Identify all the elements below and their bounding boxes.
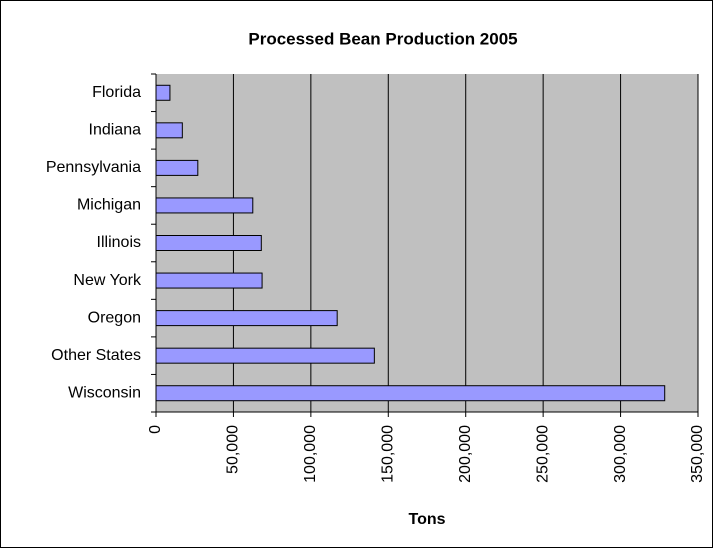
bar	[155, 310, 338, 327]
bar	[155, 159, 199, 176]
x-tick-label: 0	[147, 425, 164, 434]
y-tick-label: Pennsylvania	[46, 159, 141, 176]
x-tick-label: 250,000	[534, 425, 551, 483]
y-tick-label: Florida	[92, 84, 141, 101]
y-tick-label: Oregon	[88, 309, 141, 326]
chart-title: Processed Bean Production 2005	[248, 29, 517, 48]
bar	[155, 197, 254, 214]
y-tick-label: New York	[73, 272, 142, 289]
y-tick-label: Wisconsin	[68, 384, 141, 401]
x-tick-label: 50,000	[225, 425, 242, 474]
bar	[155, 272, 263, 289]
x-tick-label: 300,000	[612, 425, 629, 483]
y-tick-label: Other States	[51, 347, 141, 364]
bar	[155, 347, 375, 364]
bar	[155, 122, 183, 139]
x-tick-label: 200,000	[457, 425, 474, 483]
bar	[155, 385, 666, 402]
y-tick-label: Michigan	[77, 197, 141, 214]
x-tick-label: 150,000	[380, 425, 397, 483]
y-tick-label: Indiana	[89, 122, 142, 139]
bar	[155, 84, 171, 101]
y-tick-label: Illinois	[97, 234, 141, 251]
x-axis-title: Tons	[408, 511, 445, 528]
bar	[155, 235, 262, 251]
x-tick-label: 350,000	[689, 425, 706, 483]
x-tick-label: 100,000	[302, 425, 319, 483]
